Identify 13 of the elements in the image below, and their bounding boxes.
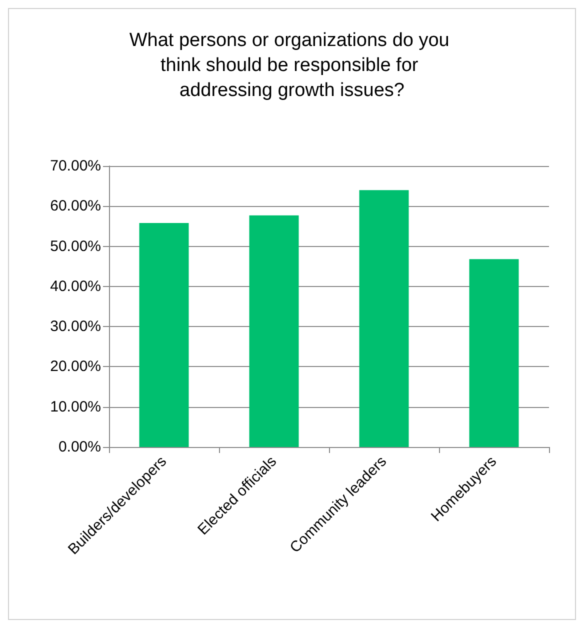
bar — [359, 190, 409, 447]
y-tick-label: 20.00% — [50, 358, 101, 376]
y-tick-label: 60.00% — [50, 198, 101, 215]
y-tick-label: 70.00% — [50, 158, 101, 174]
y-tick-label: 0.00% — [58, 438, 101, 456]
y-tick-label: 10.00% — [50, 398, 101, 416]
y-tick-label: 50.00% — [50, 238, 101, 255]
bar — [249, 215, 299, 447]
bar — [139, 223, 189, 447]
bar — [469, 259, 519, 447]
chart-title: What persons or organizations do you think should be responsible for addressing growth issues? — [129, 30, 455, 101]
y-tick-label: 40.00% — [50, 278, 101, 295]
y-tick-label: 30.00% — [50, 318, 101, 336]
